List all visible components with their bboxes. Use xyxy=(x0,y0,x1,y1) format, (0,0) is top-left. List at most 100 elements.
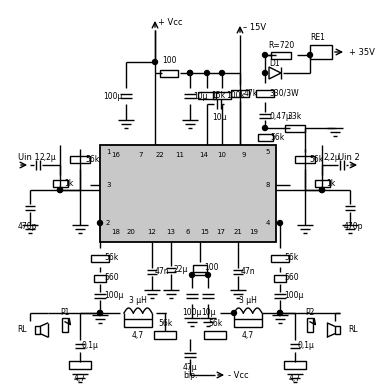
Text: 100µ: 100µ xyxy=(182,308,202,317)
Text: 4: 4 xyxy=(266,220,270,226)
Circle shape xyxy=(98,310,102,315)
Circle shape xyxy=(262,126,268,130)
Text: 56k: 56k xyxy=(208,319,222,328)
Bar xyxy=(231,89,249,96)
Text: 11: 11 xyxy=(175,152,184,158)
Text: + 35V: + 35V xyxy=(349,47,375,56)
Text: 1: 1 xyxy=(106,149,110,155)
Circle shape xyxy=(152,60,158,65)
Circle shape xyxy=(319,187,324,193)
Bar xyxy=(271,51,291,58)
Circle shape xyxy=(98,221,102,226)
Text: 20: 20 xyxy=(127,229,135,235)
Circle shape xyxy=(206,273,211,277)
Bar xyxy=(62,318,68,332)
Text: 100: 100 xyxy=(204,263,218,273)
Text: 22: 22 xyxy=(156,152,164,158)
Text: - Vcc: - Vcc xyxy=(228,370,249,380)
Circle shape xyxy=(277,310,282,315)
Bar xyxy=(285,124,305,131)
Circle shape xyxy=(220,70,225,75)
Bar xyxy=(204,331,226,339)
Text: 56k: 56k xyxy=(158,319,172,328)
Bar xyxy=(284,361,306,369)
Text: 330/3W: 330/3W xyxy=(269,89,299,98)
Text: 4,7: 4,7 xyxy=(289,374,301,383)
Text: 6: 6 xyxy=(186,229,190,235)
Text: 470p: 470p xyxy=(17,222,37,231)
Text: 1k: 1k xyxy=(326,179,335,187)
Text: 2,2µ: 2,2µ xyxy=(40,152,57,161)
Text: 15: 15 xyxy=(201,229,209,235)
Circle shape xyxy=(307,53,313,58)
Bar xyxy=(307,318,313,332)
Circle shape xyxy=(262,70,268,75)
Text: 100: 100 xyxy=(162,56,176,65)
Text: + Vcc: + Vcc xyxy=(158,18,183,26)
Bar xyxy=(256,89,274,96)
Text: 17: 17 xyxy=(217,229,226,235)
Text: 56k: 56k xyxy=(85,154,99,163)
Text: 10µ: 10µ xyxy=(212,113,226,122)
Bar xyxy=(69,361,91,369)
Text: 1k: 1k xyxy=(64,179,73,187)
Text: RE1: RE1 xyxy=(311,33,325,42)
Bar xyxy=(154,331,176,339)
Text: 14: 14 xyxy=(200,152,208,158)
Text: 0,1µ: 0,1µ xyxy=(297,342,314,350)
Circle shape xyxy=(57,187,62,193)
Text: 100µ: 100µ xyxy=(104,291,123,300)
Circle shape xyxy=(231,310,237,315)
Circle shape xyxy=(319,187,324,193)
Bar xyxy=(295,156,315,163)
Bar xyxy=(257,133,273,140)
Text: P1: P1 xyxy=(60,308,70,317)
Text: 19: 19 xyxy=(249,229,259,235)
Text: 2,2µ: 2,2µ xyxy=(323,152,340,161)
Bar xyxy=(310,45,332,59)
Bar xyxy=(94,275,106,282)
Circle shape xyxy=(187,70,192,75)
Text: 8: 8 xyxy=(265,182,270,188)
Text: R=720: R=720 xyxy=(268,41,294,50)
Text: 0,1µ: 0,1µ xyxy=(82,342,99,350)
Text: 56k: 56k xyxy=(309,154,323,163)
Text: 12: 12 xyxy=(147,229,156,235)
Bar xyxy=(274,275,286,282)
Text: bip.: bip. xyxy=(183,371,197,380)
Circle shape xyxy=(277,310,282,315)
Text: 22µ: 22µ xyxy=(174,266,188,275)
Text: 5: 5 xyxy=(266,149,270,155)
Text: 18: 18 xyxy=(112,229,121,235)
Text: 13: 13 xyxy=(166,229,175,235)
Text: Uin 1: Uin 1 xyxy=(18,152,40,161)
Text: 21: 21 xyxy=(234,229,242,235)
Text: – 15V: – 15V xyxy=(243,23,266,32)
Text: 2: 2 xyxy=(106,220,110,226)
Text: 16: 16 xyxy=(112,152,121,158)
Text: 4,7: 4,7 xyxy=(242,331,254,340)
Text: 3 µH: 3 µH xyxy=(239,296,257,305)
Circle shape xyxy=(98,310,102,315)
Text: 3 µH: 3 µH xyxy=(129,296,147,305)
Text: 47n: 47n xyxy=(155,268,170,277)
Text: RL: RL xyxy=(348,326,358,335)
Bar xyxy=(53,179,68,186)
Text: 0,47µ: 0,47µ xyxy=(270,112,292,121)
Text: 7: 7 xyxy=(139,152,143,158)
Text: 56k: 56k xyxy=(104,254,118,263)
Text: 560: 560 xyxy=(284,273,299,282)
Bar xyxy=(198,91,216,98)
Text: 4,7: 4,7 xyxy=(74,374,86,383)
Bar xyxy=(124,319,152,327)
Bar xyxy=(234,319,262,327)
Text: 100k: 100k xyxy=(226,91,245,100)
Text: 4,7: 4,7 xyxy=(132,331,144,340)
Circle shape xyxy=(262,53,268,58)
Circle shape xyxy=(277,221,282,226)
Text: Uin 2: Uin 2 xyxy=(338,152,360,161)
Bar xyxy=(100,145,276,242)
Text: 15k: 15k xyxy=(211,91,225,100)
Bar xyxy=(160,70,178,77)
Circle shape xyxy=(57,187,62,193)
